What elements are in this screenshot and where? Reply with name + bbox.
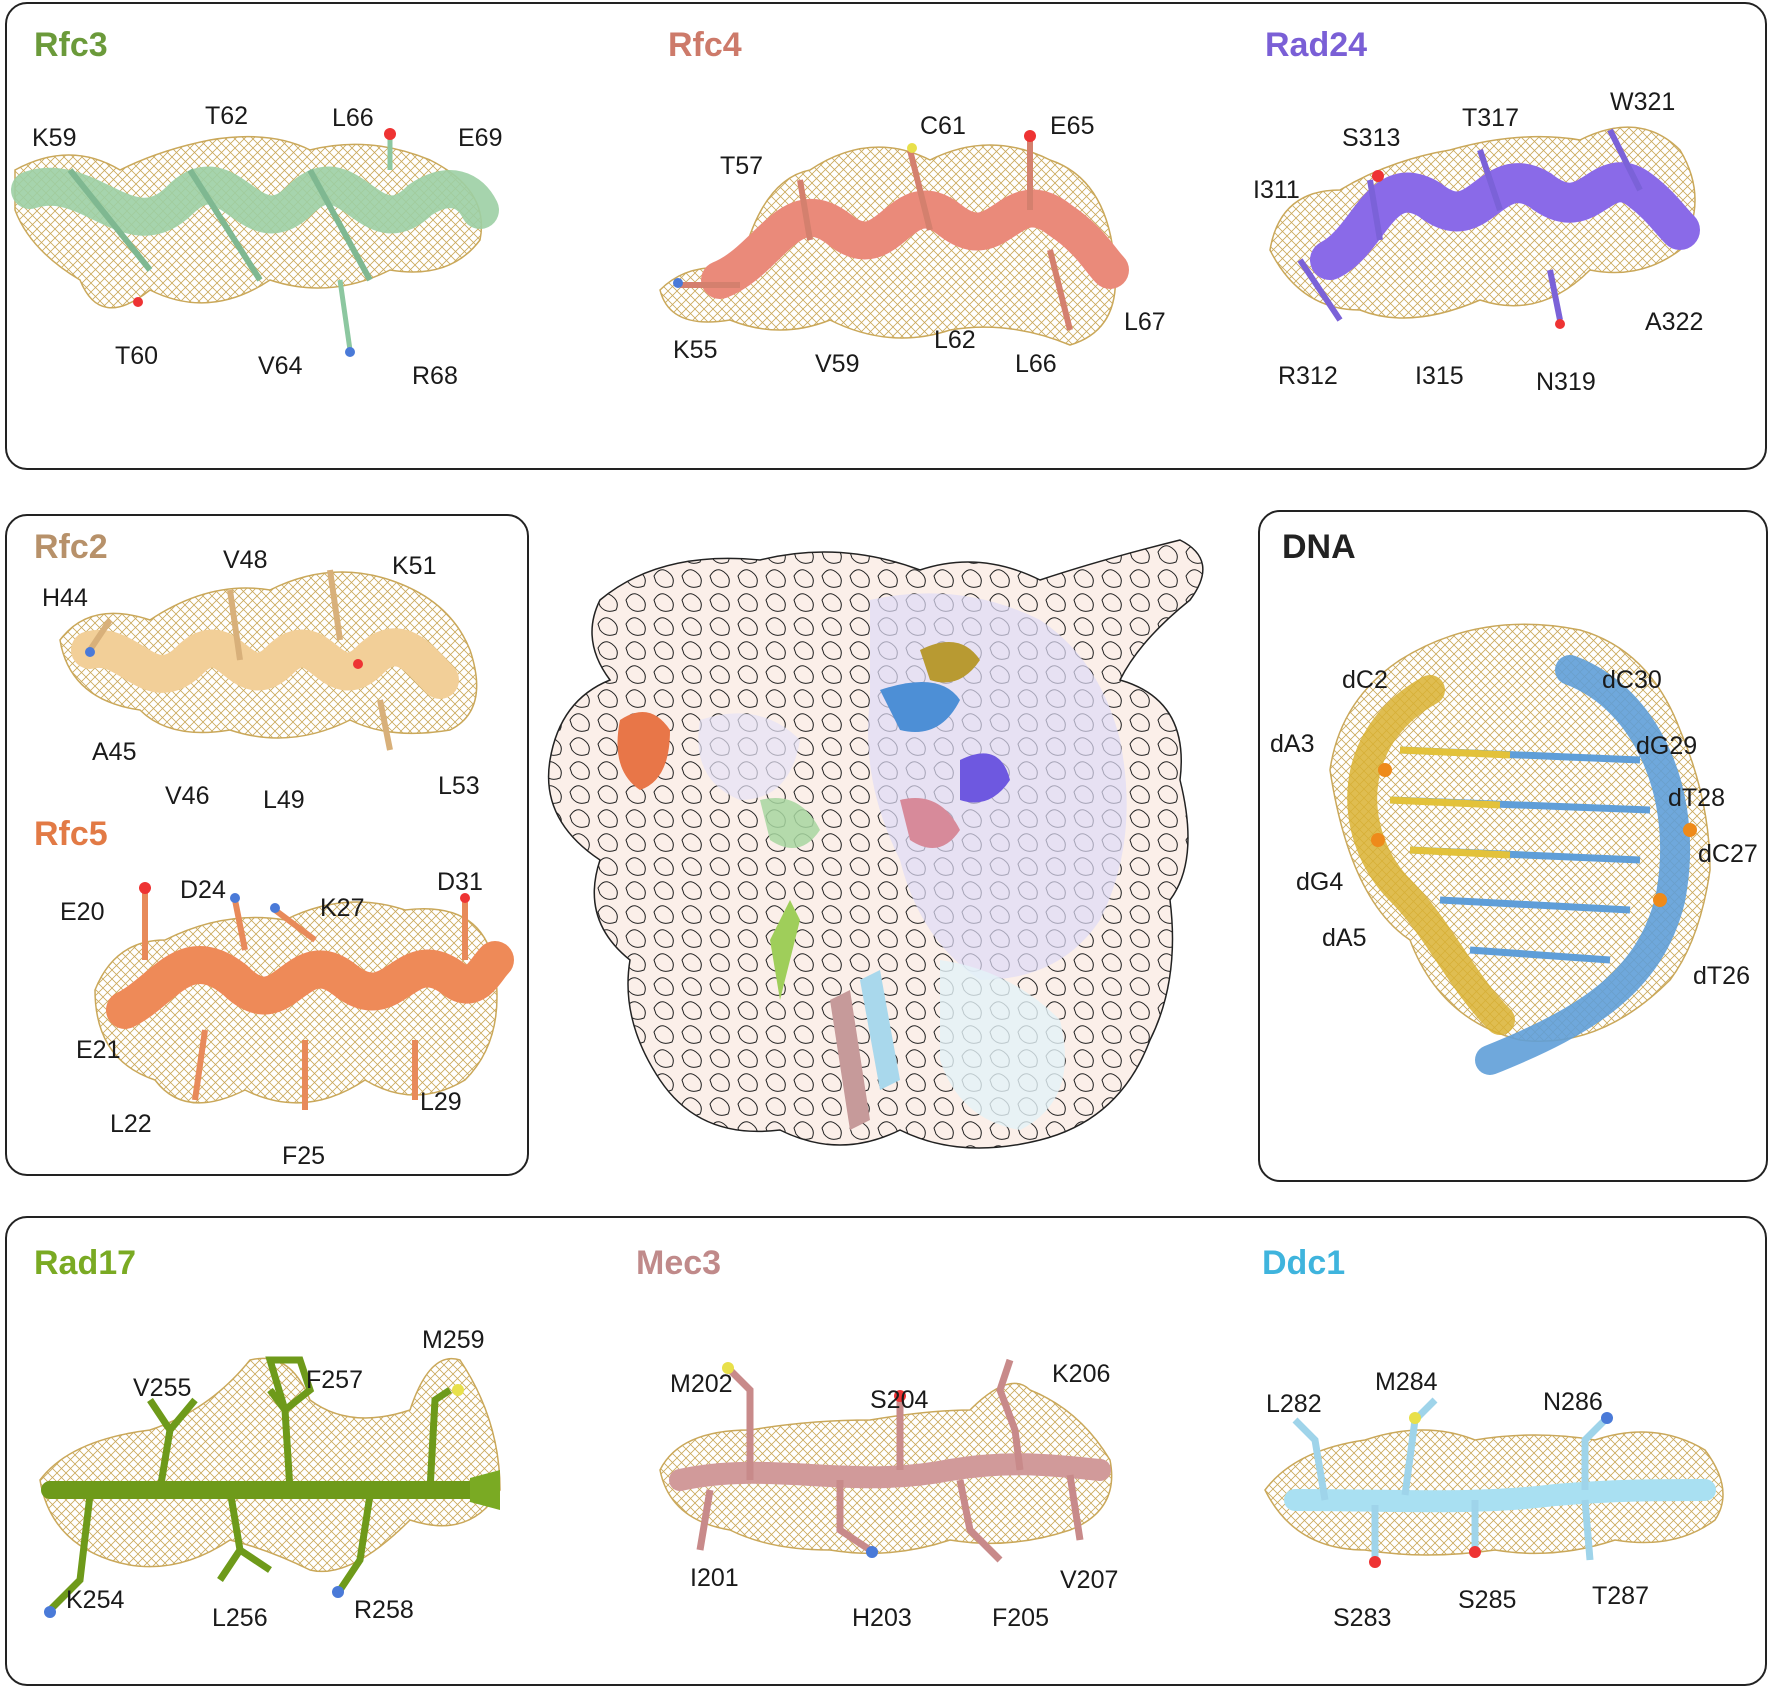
rfc4-label-l67: L67 — [1124, 308, 1166, 336]
dna-label-da5: dA5 — [1322, 924, 1367, 952]
rfc4-label-t57: T57 — [720, 152, 764, 180]
rfc5-label-e20: E20 — [60, 898, 105, 926]
rfc2-label-k51: K51 — [392, 552, 437, 580]
rfc5-title: Rfc5 — [34, 815, 108, 853]
rad17-label-v255: V255 — [133, 1374, 192, 1402]
rad17-label-r258: R258 — [354, 1596, 414, 1624]
rfc4-helix-density — [659, 130, 1129, 346]
dna-title: DNA — [1282, 528, 1356, 566]
rad24-label-w321: W321 — [1610, 88, 1676, 116]
rfc4-label-l66: L66 — [1015, 350, 1057, 378]
rfc2-title: Rfc2 — [34, 528, 108, 566]
rfc3-label-k59: K59 — [32, 124, 77, 152]
rfc4-label-l62: L62 — [934, 326, 976, 354]
dna-label-dc27: dC27 — [1698, 840, 1758, 868]
rfc4-label-c61: C61 — [920, 112, 966, 140]
mec3-label-k206: K206 — [1052, 1360, 1111, 1388]
dna-label-dt26: dT26 — [1693, 962, 1750, 990]
rfc5-label-d31: D31 — [437, 868, 483, 896]
ddc1-label-n286: N286 — [1543, 1388, 1603, 1416]
rad24-label-i315: I315 — [1415, 362, 1464, 390]
ddc1-label-s285: S285 — [1458, 1586, 1517, 1614]
ddc1-title: Ddc1 — [1262, 1244, 1346, 1282]
rad17-label-l256: L256 — [212, 1604, 268, 1632]
complex-density-map — [547, 539, 1204, 1149]
rfc4-label-k55: K55 — [673, 336, 718, 364]
ddc1-label-s283: S283 — [1333, 1604, 1392, 1632]
rad17-strand-density — [39, 1356, 501, 1618]
ddc1-label-t287: T287 — [1592, 1582, 1649, 1610]
rad17-label-m259: M259 — [422, 1326, 485, 1354]
mec3-label-m202: M202 — [670, 1370, 733, 1398]
rad17-title: Rad17 — [34, 1244, 137, 1282]
rfc3-label-r68: R68 — [412, 362, 458, 390]
rad17-label-f257: F257 — [306, 1366, 363, 1394]
rfc3-helix-density — [11, 128, 499, 357]
ddc1-strand-density — [1264, 1397, 1724, 1568]
rfc2-label-a45: A45 — [92, 738, 137, 766]
rad24-title: Rad24 — [1265, 26, 1368, 64]
rfc3-title: Rfc3 — [34, 26, 108, 64]
mec3-label-i201: I201 — [690, 1564, 739, 1592]
rad24-helix-density — [1269, 126, 1700, 329]
mec3-title: Mec3 — [636, 1244, 722, 1282]
rad24-label-r312: R312 — [1278, 362, 1338, 390]
dna-label-dc2: dC2 — [1342, 666, 1388, 694]
rfc2-label-v46: V46 — [165, 782, 210, 810]
dna-label-dg4: dG4 — [1296, 868, 1344, 896]
mec3-label-h203: H203 — [852, 1604, 912, 1632]
dna-label-dc30: dC30 — [1602, 666, 1662, 694]
rfc2-helix-density — [59, 569, 478, 751]
dna-label-dt28: dT28 — [1668, 784, 1725, 812]
rfc3-label-e69: E69 — [458, 124, 503, 152]
rfc5-helix-density — [94, 882, 514, 1110]
rfc3-label-t60: T60 — [115, 342, 159, 370]
rfc3-label-v64: V64 — [258, 352, 303, 380]
ddc1-label-m284: M284 — [1375, 1368, 1438, 1396]
rad24-label-t317: T317 — [1462, 104, 1519, 132]
rfc5-label-l22: L22 — [110, 1110, 152, 1138]
rad24-label-i311: I311 — [1253, 176, 1300, 204]
dna-label-dg29: dG29 — [1636, 732, 1698, 760]
dna-duplex-density — [1329, 623, 1711, 1075]
rfc4-label-e65: E65 — [1050, 112, 1095, 140]
rad17-label-k254: K254 — [66, 1586, 125, 1614]
mec3-label-v207: V207 — [1060, 1566, 1119, 1594]
rfc5-label-l29: L29 — [420, 1088, 462, 1116]
rfc2-label-h44: H44 — [42, 584, 88, 612]
rad24-label-s313: S313 — [1342, 124, 1401, 152]
rfc2-label-v48: V48 — [223, 546, 268, 574]
rad24-label-n319: N319 — [1536, 368, 1596, 396]
mec3-label-s204: S204 — [870, 1386, 929, 1414]
rfc5-label-d24: D24 — [180, 876, 226, 904]
rfc5-label-e21: E21 — [76, 1036, 121, 1064]
ddc1-label-l282: L282 — [1266, 1390, 1322, 1418]
rad24-label-a322: A322 — [1645, 308, 1704, 336]
rfc4-title: Rfc4 — [668, 26, 742, 64]
rfc5-label-k27: K27 — [320, 894, 365, 922]
rfc3-label-t62: T62 — [205, 102, 249, 130]
mec3-label-f205: F205 — [992, 1604, 1049, 1632]
dna-label-da3: dA3 — [1270, 730, 1315, 758]
rfc5-label-f25: F25 — [282, 1142, 326, 1170]
rfc3-label-l66: L66 — [332, 104, 374, 132]
rfc4-label-v59: V59 — [815, 350, 860, 378]
mec3-strand-density — [659, 1358, 1113, 1563]
rfc2-label-l49: L49 — [263, 786, 305, 814]
rfc2-label-l53: L53 — [438, 772, 480, 800]
